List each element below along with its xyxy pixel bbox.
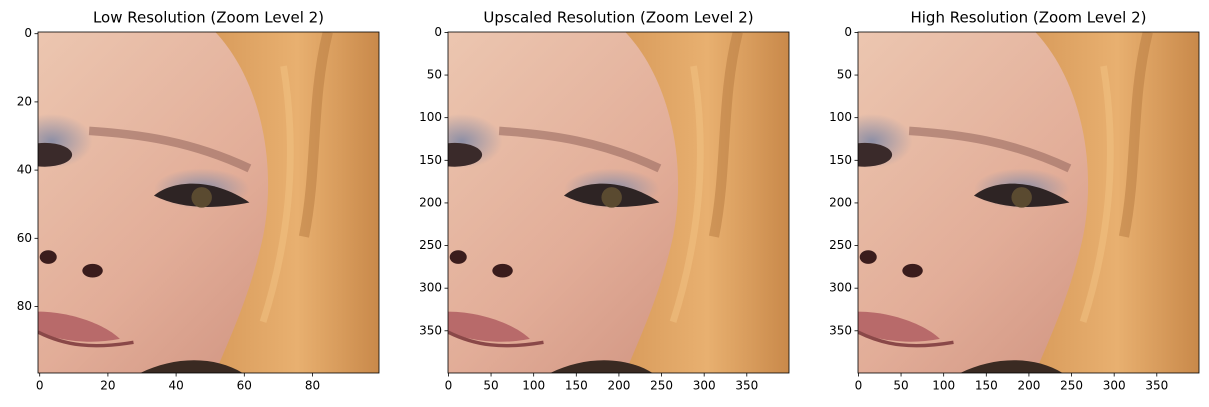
x-tick-label: 60: [237, 379, 252, 393]
y-tick-label: 0: [24, 26, 32, 40]
y-tick-label: 150: [829, 153, 852, 167]
y-tick-label: 300: [829, 281, 852, 295]
y-tick-label: 0: [434, 25, 442, 39]
x-tick-label: 150: [565, 379, 588, 393]
x-tick-label: 100: [932, 379, 955, 393]
image: [421, 32, 789, 373]
x-tick-label: 250: [1060, 379, 1083, 393]
y-tick-label: 100: [419, 110, 442, 124]
axes-frame: [37, 31, 380, 374]
x-tick-label: 80: [305, 379, 320, 393]
x-tick-label: 50: [893, 379, 908, 393]
y-tick-label: 0: [844, 25, 852, 39]
x-tick-label: 0: [445, 379, 453, 393]
x-tick-label: 300: [693, 379, 716, 393]
x-tick-label: 350: [735, 379, 758, 393]
x-tick-label: 300: [1103, 379, 1126, 393]
x-tick-label: 0: [36, 379, 44, 393]
y-tick-label: 50: [837, 68, 852, 82]
x-tick-label: 200: [1017, 379, 1040, 393]
y-tick-label: 20: [17, 94, 32, 108]
y-tick-label: 200: [419, 195, 442, 209]
subplot-title: High Resolution (Zoom Level 2): [910, 9, 1146, 27]
subplot-title: Low Resolution (Zoom Level 2): [93, 9, 324, 27]
x-tick-label: 50: [483, 379, 498, 393]
y-tick-label: 350: [419, 323, 442, 337]
y-tick-label: 250: [419, 238, 442, 252]
image: [831, 32, 1199, 373]
y-tick-label: 100: [829, 110, 852, 124]
subplot-title: Upscaled Resolution (Zoom Level 2): [483, 9, 753, 27]
y-tick-label: 80: [17, 299, 32, 313]
y-tick-label: 200: [829, 195, 852, 209]
axes-frame: [857, 31, 1200, 374]
image: [11, 32, 379, 373]
axes-frame: [447, 31, 790, 374]
y-tick-label: 50: [427, 68, 442, 82]
x-tick-label: 250: [650, 379, 673, 393]
y-tick-label: 40: [17, 163, 32, 177]
x-tick-label: 20: [100, 379, 115, 393]
y-tick-label: 60: [17, 231, 32, 245]
x-tick-label: 150: [975, 379, 998, 393]
x-tick-label: 40: [168, 379, 183, 393]
y-tick-label: 350: [829, 323, 852, 337]
y-tick-label: 150: [419, 153, 442, 167]
x-tick-label: 200: [607, 379, 630, 393]
x-tick-label: 350: [1145, 379, 1168, 393]
y-tick-label: 300: [419, 281, 442, 295]
x-tick-label: 0: [855, 379, 863, 393]
x-tick-label: 100: [522, 379, 545, 393]
y-tick-label: 250: [829, 238, 852, 252]
